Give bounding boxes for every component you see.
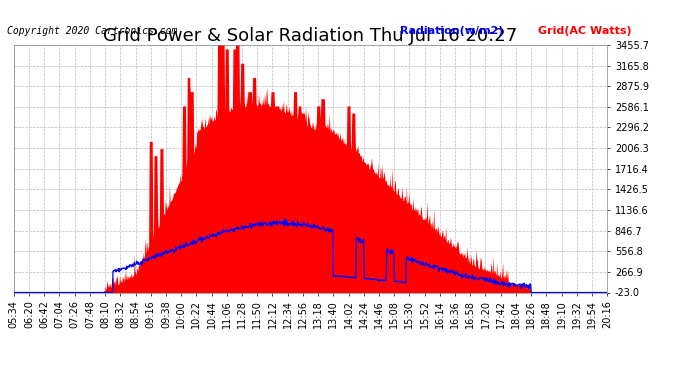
Text: Radiation(w/m2): Radiation(w/m2) <box>400 26 504 36</box>
Title: Grid Power & Solar Radiation Thu Jul 16 20:27: Grid Power & Solar Radiation Thu Jul 16 … <box>104 27 518 45</box>
Text: Copyright 2020 Cartronics.com: Copyright 2020 Cartronics.com <box>7 26 177 36</box>
Text: Grid(AC Watts): Grid(AC Watts) <box>538 26 632 36</box>
